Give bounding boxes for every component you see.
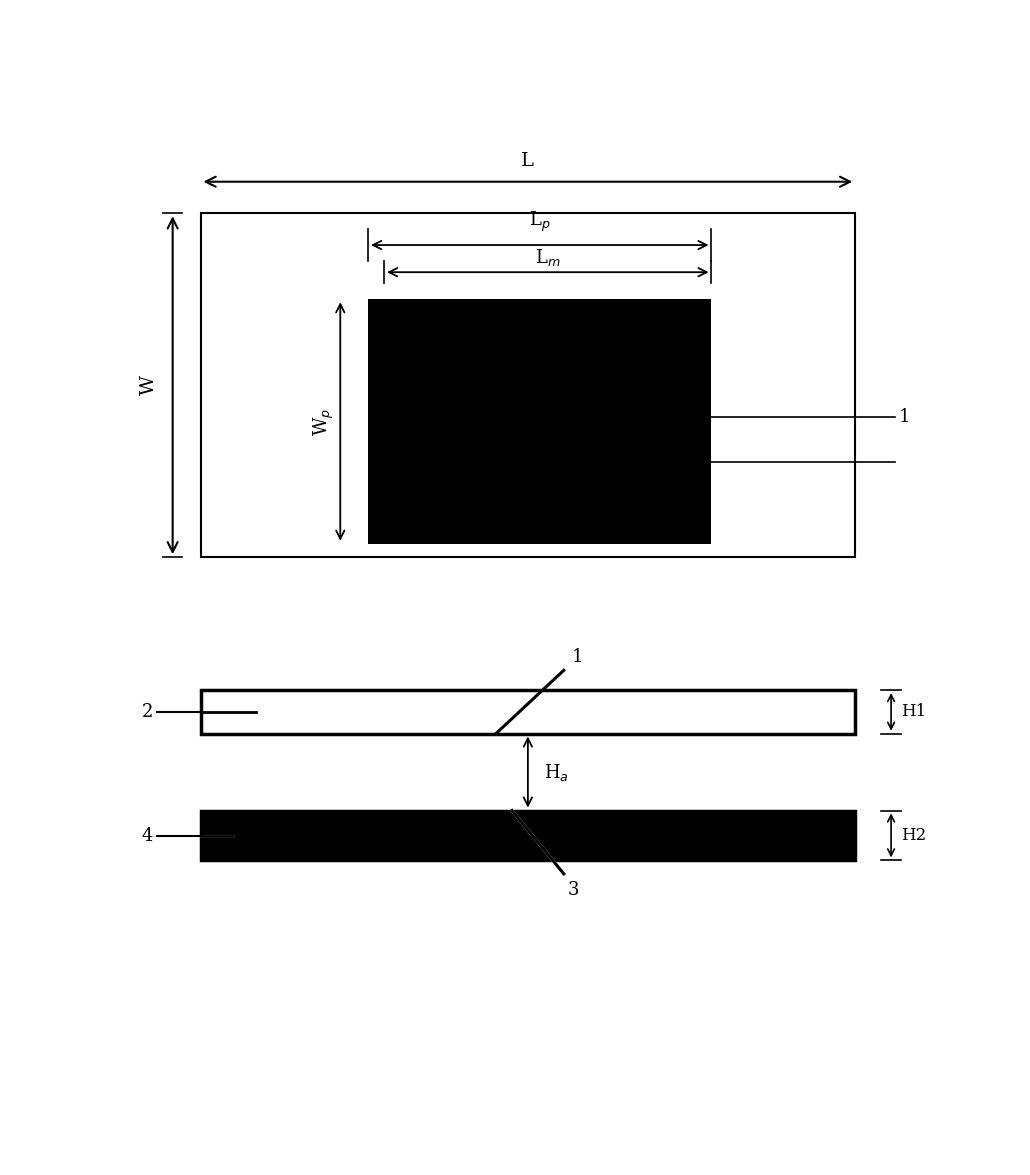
Text: L$_m$: L$_m$ — [535, 247, 560, 268]
Text: W: W — [140, 375, 158, 395]
Text: H1: H1 — [900, 704, 926, 720]
Text: L: L — [521, 152, 535, 170]
Text: 1: 1 — [899, 408, 911, 427]
Text: H$_a$: H$_a$ — [544, 761, 569, 783]
Bar — [201, 214, 855, 557]
Text: L$_p$: L$_p$ — [529, 210, 551, 234]
Bar — [201, 690, 855, 733]
Text: W$_p$: W$_p$ — [312, 408, 337, 436]
Bar — [201, 811, 855, 860]
Bar — [369, 300, 712, 544]
Text: 2: 2 — [141, 703, 152, 721]
Text: 1: 1 — [572, 647, 583, 666]
Text: 3: 3 — [568, 881, 579, 899]
Text: H2: H2 — [900, 827, 926, 844]
Text: 4: 4 — [141, 827, 152, 845]
